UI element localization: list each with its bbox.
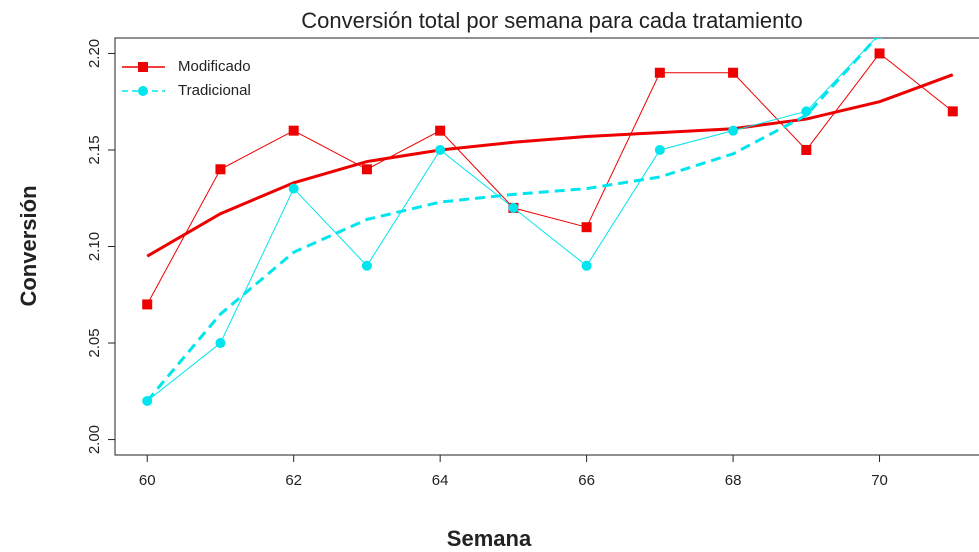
plot-area [142,38,958,406]
marker [654,67,665,78]
marker [215,338,226,349]
marker [142,299,153,310]
x-tick-label: 68 [725,472,742,489]
marker [361,164,372,175]
y-tick-label: 2.15 [86,135,103,164]
y-tick-label: 2.20 [86,39,103,68]
x-tick-label: 66 [578,472,595,489]
marker [288,125,299,136]
trend-line [146,38,879,402]
legend-label: Modificado [178,58,251,75]
marker [581,222,592,233]
legend-label: Tradicional [178,82,251,99]
marker [728,125,739,136]
legend-marker [138,62,148,72]
marker [361,260,372,271]
marker [508,202,519,213]
y-tick-label: 2.10 [86,232,103,261]
marker [728,67,739,78]
series-line [146,38,877,402]
marker [801,106,812,117]
series-line [146,52,954,305]
marker [435,125,446,136]
trend-line [146,73,954,258]
x-tick-label: 62 [285,472,302,489]
marker [288,183,299,194]
y-axis-label: Conversión [16,185,41,306]
marker [801,144,812,155]
marker [876,38,883,40]
marker [142,395,153,406]
x-tick-label: 64 [432,472,449,489]
y-tick-label: 2.00 [86,425,103,454]
x-tick-label: 60 [139,472,156,489]
marker [435,144,446,155]
x-tick-label: 70 [871,472,888,489]
chart-title: Conversión total por semana para cada tr… [301,8,802,33]
marker [581,260,592,271]
marker [215,164,226,175]
y-tick-label: 2.05 [86,328,103,357]
marker [654,144,665,155]
marker [874,48,885,59]
marker [947,106,958,117]
plot-frame [114,37,979,456]
x-axis-label: Semana [447,526,532,551]
legend-marker [138,86,148,96]
